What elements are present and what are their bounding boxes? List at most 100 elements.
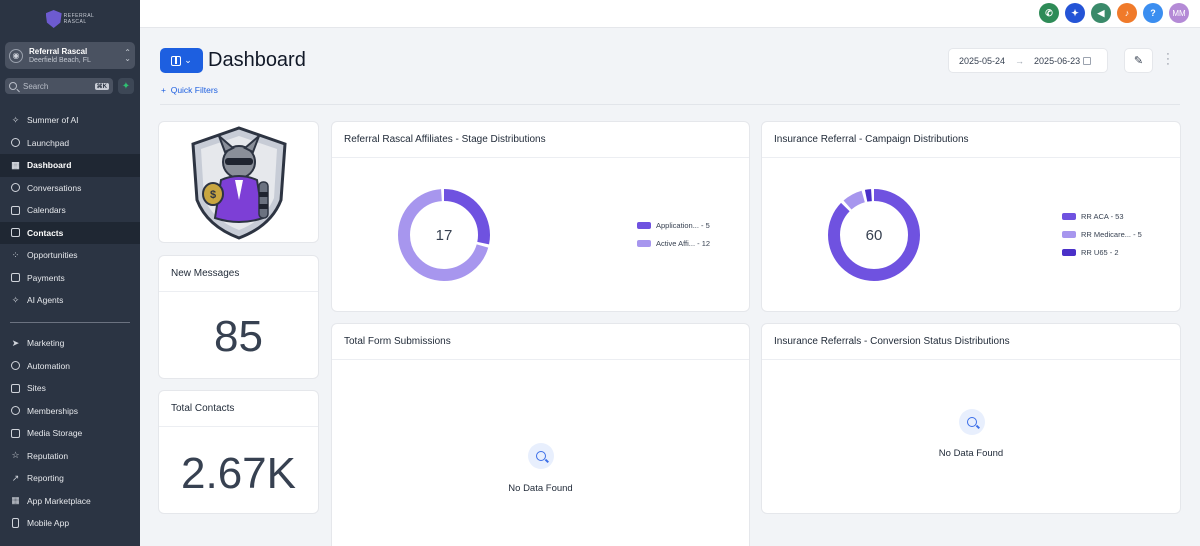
card-divider xyxy=(762,359,1180,360)
no-data-search-icon xyxy=(528,443,554,469)
date-end: 2025-06-23 xyxy=(1034,55,1081,66)
sidebar-item-conversations[interactable]: Conversations xyxy=(0,177,140,200)
date-start: 2025-05-24 xyxy=(959,55,1006,66)
sidebar-item-label: Summer of AI xyxy=(27,115,79,126)
user-avatar[interactable]: MM xyxy=(1169,3,1189,23)
donut-total: 60 xyxy=(865,227,883,244)
sidebar-item-label: Reputation xyxy=(27,450,69,461)
sidebar-item-ai-agents[interactable]: ✧ AI Agents xyxy=(0,289,140,312)
sidebar-item-label: Media Storage xyxy=(27,428,83,439)
sidebar-item-label: Launchpad xyxy=(27,137,70,148)
edit-dashboard-button[interactable]: ✎ xyxy=(1124,48,1153,73)
sidebar-item-label: Contacts xyxy=(27,227,64,238)
chart-legend: Application... - 5 Active Affi... - 12 xyxy=(637,216,710,252)
image-icon xyxy=(10,428,21,439)
legend-label: RR U65 - 2 xyxy=(1081,247,1119,257)
no-data-search-icon xyxy=(959,409,985,435)
legend-swatch xyxy=(1062,248,1076,256)
header-divider xyxy=(160,104,1180,105)
ai-assistant-button[interactable]: ✦ xyxy=(1065,3,1085,23)
arrow-right-icon: → xyxy=(1015,55,1025,66)
donut-slice-1[interactable] xyxy=(828,189,920,281)
payments-icon xyxy=(10,272,21,283)
sidebar-item-marketing[interactable]: ➤ Marketing xyxy=(0,332,140,355)
calendar-icon xyxy=(10,205,21,216)
svg-text:$: $ xyxy=(210,189,216,201)
legend-item[interactable]: Application... - 5 xyxy=(637,216,710,234)
sidebar-item-launchpad[interactable]: Launchpad xyxy=(0,132,140,155)
campaign-distribution-card: Insurance Referral - Campaign Distributi… xyxy=(761,121,1181,312)
donut-slice-2[interactable] xyxy=(398,189,490,281)
sidebar-item-label: Sites xyxy=(27,383,46,394)
phone-button[interactable]: ✆ xyxy=(1039,3,1059,23)
chevron-down-icon: ⌄ xyxy=(184,55,192,65)
shield-icon xyxy=(45,10,62,28)
more-options-button[interactable]: · · · xyxy=(1163,49,1173,70)
sidebar: REFERRAL RASCAL ◉ Referral Rascal Deerfie… xyxy=(0,0,140,546)
trend-icon: ↗ xyxy=(11,472,20,483)
sidebar-item-memberships[interactable]: Memberships xyxy=(0,400,140,423)
date-range-picker[interactable]: 2025-05-24 → 2025-06-23 xyxy=(948,48,1108,73)
megaphone-icon: ◀ xyxy=(1097,7,1105,18)
top-bar: ✆ ✦ ◀ ♪ ? MM xyxy=(140,0,1200,28)
card-title: New Messages xyxy=(171,268,240,279)
sidebar-item-label: Mobile App xyxy=(27,518,70,529)
location-icon: ◉ xyxy=(9,48,23,63)
sidebar-item-payments[interactable]: Payments xyxy=(0,267,140,290)
phone-icon: ✆ xyxy=(1045,7,1053,18)
magic-wand-icon: ✦ xyxy=(1071,7,1079,18)
conversion-status-card: Insurance Referrals - Conversion Status … xyxy=(761,323,1181,514)
card-title: Insurance Referral - Campaign Distributi… xyxy=(774,134,969,145)
sidebar-item-label: Reporting xyxy=(27,473,64,484)
account-switcher[interactable]: ◉ Referral Rascal Deerfield Beach, FL ⌃ ⌄ xyxy=(5,42,135,69)
card-title: Referral Rascal Affiliates - Stage Distr… xyxy=(344,134,546,145)
sidebar-item-automation[interactable]: Automation xyxy=(0,355,140,378)
help-button[interactable]: ? xyxy=(1143,3,1163,23)
search-shortcut: ⌘K xyxy=(94,82,109,90)
sidebar-item-mobile-app[interactable]: Mobile App xyxy=(0,512,140,535)
legend-item[interactable]: RR ACA - 53 xyxy=(1062,207,1142,225)
sidebar-item-calendars[interactable]: Calendars xyxy=(0,199,140,222)
sidebar-item-label: Opportunities xyxy=(27,250,78,261)
sites-icon xyxy=(10,383,21,394)
sidebar-item-dashboard[interactable]: ▦ Dashboard xyxy=(0,154,140,177)
donut-slice-1[interactable] xyxy=(398,189,490,281)
sidebar-item-app-marketplace[interactable]: ▦ App Marketplace xyxy=(0,490,140,513)
sidebar-divider xyxy=(10,322,130,323)
card-divider xyxy=(332,157,749,158)
sidebar-item-label: Calendars xyxy=(27,205,66,216)
help-icon: ? xyxy=(1150,8,1156,18)
legend-item[interactable]: RR Medicare... - 5 xyxy=(1062,225,1142,243)
membership-icon xyxy=(10,405,21,416)
quick-action-button[interactable]: ✦ xyxy=(118,78,134,94)
sidebar-item-opportunities[interactable]: ⁘ Opportunities xyxy=(0,244,140,267)
card-divider xyxy=(332,359,749,360)
total-contacts-card: Total Contacts 2.67K xyxy=(158,390,319,514)
announcements-button[interactable]: ◀ xyxy=(1091,3,1111,23)
sidebar-item-summer-of-ai[interactable]: ✧ Summer of AI xyxy=(0,109,140,132)
sidebar-item-sites[interactable]: Sites xyxy=(0,377,140,400)
search-input[interactable]: Search ⌘K xyxy=(5,78,113,94)
sparkle-icon: ✧ xyxy=(11,114,20,125)
card-title: Total Contacts xyxy=(171,403,235,414)
sidebar-item-label: Marketing xyxy=(27,338,65,349)
sidebar-item-reporting[interactable]: ↗ Reporting xyxy=(0,467,140,490)
total-contacts-value: 2.67K xyxy=(181,449,296,498)
brand-logo[interactable]: REFERRAL RASCAL xyxy=(42,8,98,30)
notifications-button[interactable]: ♪ xyxy=(1117,3,1137,23)
card-title: Insurance Referrals - Conversion Status … xyxy=(774,336,1010,347)
phone-icon xyxy=(10,518,21,529)
legend-item[interactable]: RR U65 - 2 xyxy=(1062,243,1142,261)
sidebar-item-contacts[interactable]: Contacts xyxy=(0,221,140,244)
sidebar-item-reputation[interactable]: ☆ Reputation xyxy=(0,445,140,468)
legend-item[interactable]: Active Affi... - 12 xyxy=(637,234,710,252)
card-divider xyxy=(159,426,318,427)
dashboard-switcher-button[interactable]: ⌄ xyxy=(160,48,203,73)
sidebar-item-media-storage[interactable]: Media Storage xyxy=(0,422,140,445)
sidebar-item-label: Conversations xyxy=(27,182,82,193)
star-icon: ☆ xyxy=(11,450,20,461)
quick-filters-link[interactable]: + Quick Filters xyxy=(161,85,218,95)
rocket-icon xyxy=(10,137,21,148)
sidebar-item-label: Memberships xyxy=(27,405,79,416)
calendar-icon xyxy=(1083,56,1092,65)
